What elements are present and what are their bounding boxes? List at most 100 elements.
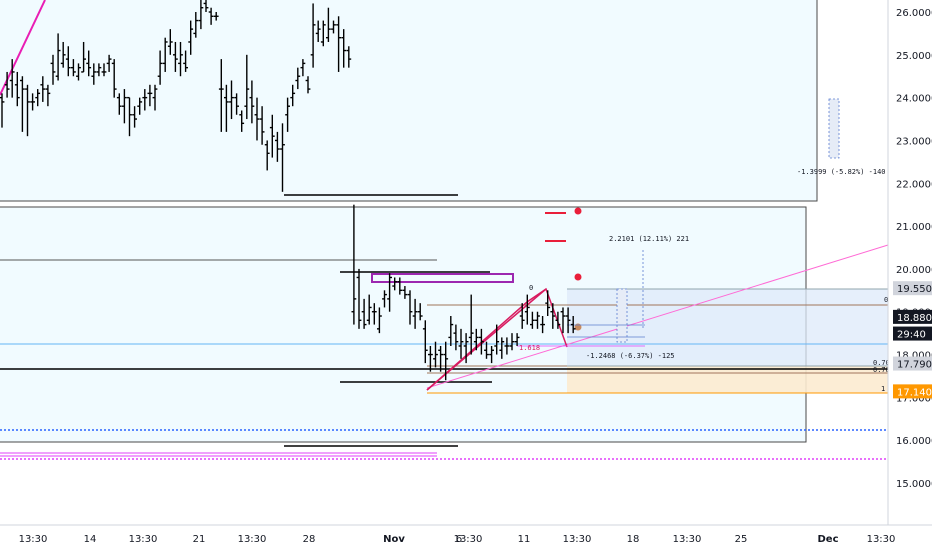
ohlc-bar xyxy=(484,341,489,359)
ohlc-bar xyxy=(116,93,122,115)
ohlc-bar xyxy=(127,96,132,137)
ohlc-bar xyxy=(366,294,372,325)
time-tick-label: 18 xyxy=(627,534,640,545)
fib-label-0707: 0.707 xyxy=(873,359,894,367)
ohlc-bar xyxy=(71,59,76,77)
ohlc-bar xyxy=(101,63,107,77)
measure-up-label: 2.2101 (12.11%) 221 xyxy=(609,235,689,243)
ohlc-bar xyxy=(157,50,163,85)
price-tick-label: 16.0000 xyxy=(896,436,932,447)
ohlc-bar xyxy=(264,140,270,171)
price-tag: 29:40 xyxy=(893,326,932,341)
ohlc-bar xyxy=(45,84,51,107)
measure-box-top[interactable] xyxy=(828,98,840,159)
ohlc-bar xyxy=(519,303,525,329)
ohlc-bar xyxy=(208,7,214,25)
time-tick-label: 11 xyxy=(518,534,531,545)
ohlc-series xyxy=(0,0,576,381)
ohlc-bar xyxy=(9,59,15,98)
ohlc-bar xyxy=(412,298,418,329)
price-tick-label: 26.0000 xyxy=(896,8,932,19)
ohlc-bar xyxy=(193,12,199,38)
ohlc-bar xyxy=(387,273,392,312)
ohlc-bar xyxy=(229,80,234,120)
fib-label-0786: 0.786 xyxy=(873,366,894,374)
time-tick-label: 13:30 xyxy=(129,534,158,545)
time-tick-label: 14 xyxy=(84,534,97,545)
ohlc-bar xyxy=(499,337,505,359)
ohlc-bar xyxy=(60,41,66,68)
ohlc-bar xyxy=(81,41,86,73)
price-tag-label: 29:40 xyxy=(897,330,926,341)
top-range-box[interactable] xyxy=(0,0,818,202)
ohlc-bar xyxy=(540,316,545,334)
ohlc-bar xyxy=(14,71,20,107)
ohlc-bar xyxy=(218,59,224,132)
ohlc-bar xyxy=(361,298,367,329)
xabcd-leg-xa[interactable] xyxy=(426,288,547,391)
ohlc-bar xyxy=(173,41,178,72)
time-tick-label: 13:30 xyxy=(563,534,592,545)
ohlc-bar xyxy=(30,93,35,111)
time-tick-label: 28 xyxy=(303,534,316,545)
ohlc-bar xyxy=(509,333,515,351)
ohlc-bar xyxy=(504,337,510,355)
ohlc-bar xyxy=(249,80,255,124)
ohlc-bar xyxy=(275,131,280,162)
measure-down-label: -1.2468 (-6.37%) -125 xyxy=(586,352,675,360)
red-dot-1[interactable] xyxy=(574,207,582,215)
ohlc-bar xyxy=(167,29,173,55)
ohlc-bar xyxy=(326,7,331,42)
price-tick-label: 21.0000 xyxy=(896,222,932,233)
ohlc-bar xyxy=(550,303,556,329)
ohlc-bar xyxy=(448,316,454,346)
xabcd-label-0: 0 xyxy=(529,284,533,292)
price-tag-label: 19.5500 xyxy=(897,284,932,295)
ohlc-bar xyxy=(50,54,56,85)
ohlc-bar xyxy=(468,294,474,355)
time-tick-label: 6 xyxy=(456,534,462,545)
time-tick-label: 25 xyxy=(735,534,748,545)
ohlc-bar xyxy=(428,345,433,372)
price-axis[interactable] xyxy=(888,0,932,525)
purple-box[interactable] xyxy=(371,273,514,283)
ohlc-bar xyxy=(336,16,341,72)
ohlc-bar xyxy=(96,63,102,77)
time-axis[interactable] xyxy=(0,525,932,550)
ohlc-bar xyxy=(137,97,143,115)
ohlc-bar xyxy=(269,114,275,158)
ohlc-bar xyxy=(443,341,449,381)
ohlc-bar xyxy=(35,89,41,107)
price-tick-label: 20.0000 xyxy=(896,265,932,276)
ohlc-bar xyxy=(76,63,81,81)
time-axis-ticks: 13:30 14 13:30 21 13:30 28 Nov 613:30 11 13:30 18 1… xyxy=(19,534,896,545)
red-dot-2[interactable] xyxy=(574,273,582,281)
time-tick-label: 21 xyxy=(193,534,206,545)
ohlc-bar xyxy=(463,333,469,364)
ohlc-bar xyxy=(458,328,464,359)
xabcd-pattern[interactable] xyxy=(426,287,568,391)
ohlc-bar xyxy=(489,345,494,364)
time-tick-label: 13:30 xyxy=(454,534,483,545)
ohlc-bar xyxy=(310,3,316,68)
ohlc-bar xyxy=(25,84,30,137)
pink-trendline[interactable] xyxy=(426,244,889,389)
ohlc-bar xyxy=(213,12,219,21)
time-tick-label: Dec xyxy=(817,534,838,545)
ohlc-bar xyxy=(545,290,551,317)
ohlc-bar xyxy=(290,84,296,107)
ohlc-bar xyxy=(254,97,260,141)
ohlc-bar xyxy=(178,41,183,77)
ohlc-bar xyxy=(162,37,168,72)
measure-box-mid[interactable] xyxy=(616,288,628,343)
ohlc-bar xyxy=(453,324,459,351)
measure-top-label: -1.3999 (-5.82%) -140 xyxy=(797,168,886,176)
ohlc-bar xyxy=(555,311,561,329)
ohlc-bar xyxy=(473,328,479,351)
ohlc-bar xyxy=(530,311,535,329)
ohlc-bar xyxy=(259,106,265,145)
ohlc-bar xyxy=(239,110,245,132)
ohlc-bar xyxy=(438,345,443,372)
